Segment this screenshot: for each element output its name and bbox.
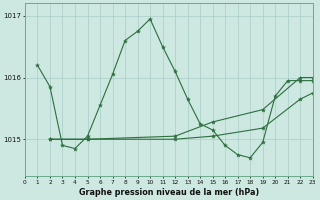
X-axis label: Graphe pression niveau de la mer (hPa): Graphe pression niveau de la mer (hPa)	[79, 188, 259, 197]
